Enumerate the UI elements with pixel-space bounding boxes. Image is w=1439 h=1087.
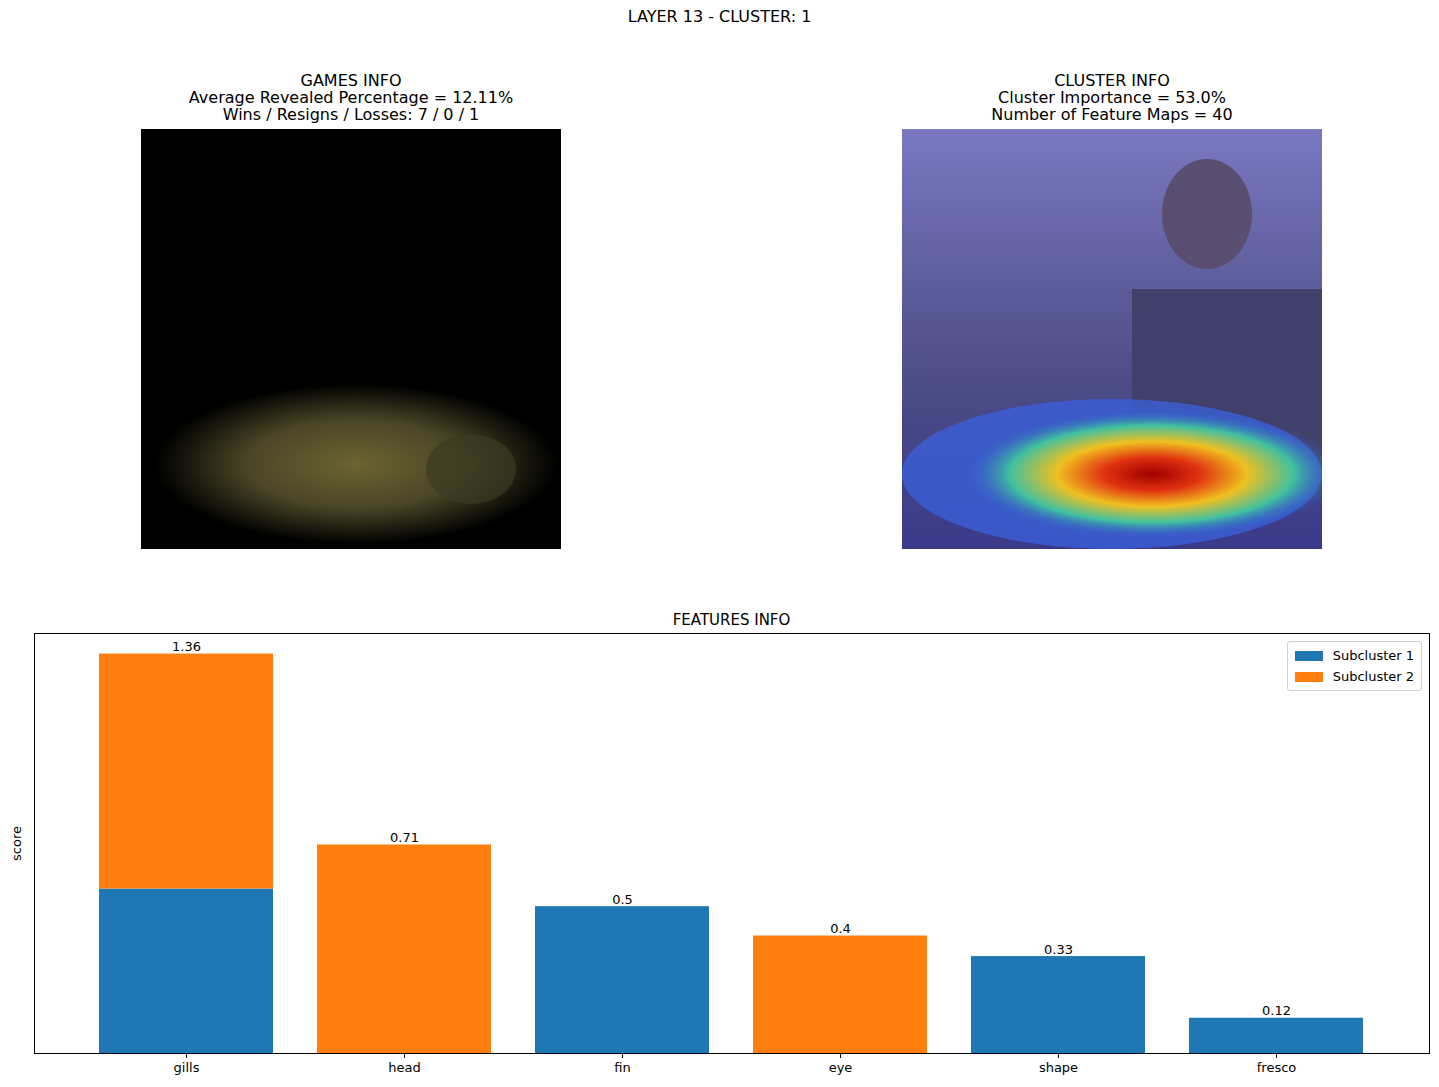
- html-text:GAMES INFO: GAMES INFO: [300, 71, 402, 90]
- svg-text:shape: shape: [1039, 1060, 1078, 1075]
- svg-text:0.33: 0.33: [1044, 942, 1073, 957]
- svg-text:fin: fin: [614, 1060, 630, 1075]
- svg-text:0.71: 0.71: [390, 830, 419, 845]
- svg-text:0.12: 0.12: [1262, 1003, 1291, 1018]
- html-text:Average Revealed Percentage =: Average Revealed Percentage = 12.11%: [188, 88, 514, 107]
- html-text:score: score: [8, 826, 24, 861]
- svg-text:fresco: fresco: [1257, 1060, 1297, 1075]
- html-text:Subcluster 2: Subcluster 2: [1332, 669, 1414, 684]
- svg-text:0.5: 0.5: [612, 892, 633, 907]
- svg-text:head: head: [388, 1060, 420, 1075]
- html-text:Cluster Importance = 53.0%: Cluster Importance = 53.0%: [998, 88, 1226, 107]
- svg-text:eye: eye: [829, 1060, 853, 1075]
- html-text:Number of Feature Maps = 40: Number of Feature Maps = 40: [991, 105, 1233, 124]
- svg-text:0.4: 0.4: [830, 921, 851, 936]
- html-text:FEATURES INFO: FEATURES INFO: [672, 611, 791, 629]
- html-text:Wins / Resigns / Losses: 7 / 0: Wins / Resigns / Losses: 7 / 0 / 1: [222, 105, 480, 124]
- html-text:LAYER 13 - CLUSTER: 1: LAYER 13 - CLUSTER: 1: [627, 7, 812, 26]
- svg-text:gills: gills: [174, 1060, 200, 1075]
- html-text:Subcluster 1: Subcluster 1: [1332, 648, 1414, 663]
- svg-text:1.36: 1.36: [172, 639, 201, 654]
- html-text:CLUSTER INFO: CLUSTER INFO: [1054, 71, 1170, 90]
